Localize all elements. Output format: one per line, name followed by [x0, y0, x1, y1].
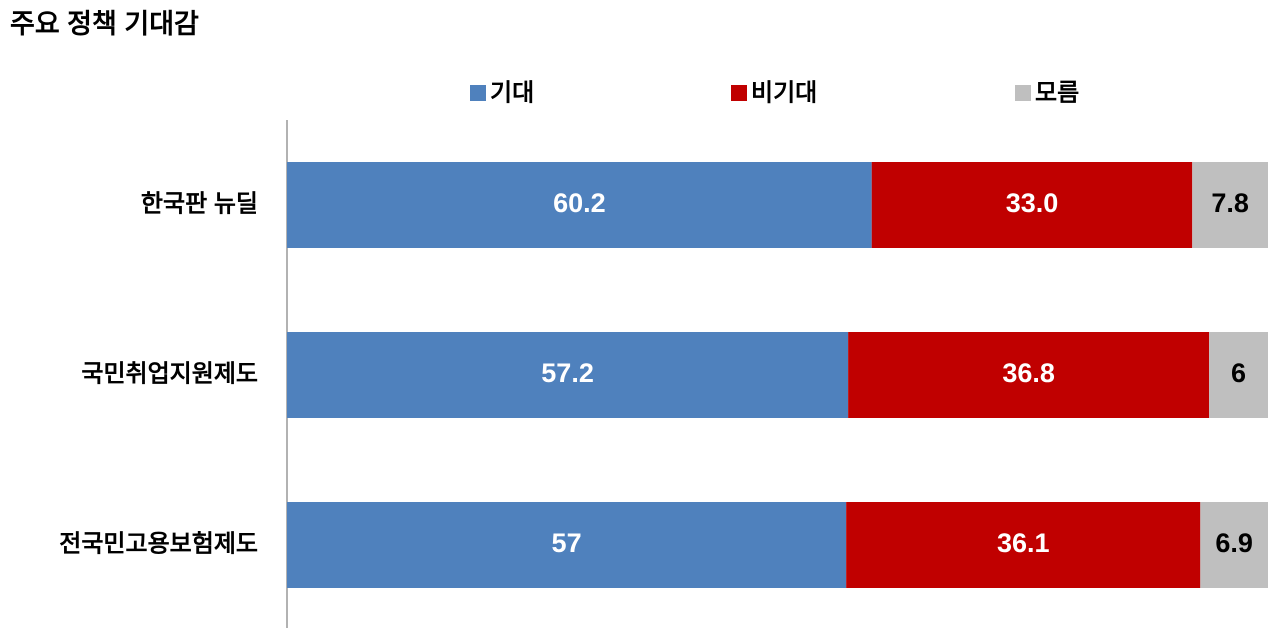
- category-label: 국민취업지원제도: [81, 360, 258, 387]
- legend-swatch: [1015, 85, 1031, 101]
- value-label: 36.8: [1002, 358, 1055, 388]
- legend-swatch: [470, 85, 486, 101]
- chart-title: 주요 정책 기대감: [10, 9, 199, 39]
- value-label: 6: [1231, 358, 1246, 388]
- value-label: 60.2: [553, 188, 606, 218]
- bar-segment: [871, 162, 1193, 248]
- value-label: 57.2: [541, 358, 594, 388]
- value-label: 6.9: [1215, 528, 1253, 558]
- category-label: 전국민고용보험제도: [59, 530, 258, 557]
- legend-label: 기대: [490, 79, 534, 106]
- legend-label: 비기대: [751, 79, 817, 106]
- value-label: 57: [552, 528, 582, 558]
- bar-segment: [846, 502, 1201, 588]
- legend-swatch: [731, 85, 747, 101]
- bar-segment: [848, 332, 1210, 418]
- bar-segment: [287, 502, 847, 588]
- value-label: 7.8: [1211, 188, 1249, 218]
- bar-segment: [287, 332, 849, 418]
- bar-segment: [1192, 162, 1268, 248]
- value-label: 36.1: [997, 528, 1050, 558]
- legend-label: 모름: [1035, 79, 1079, 106]
- bar-segment: [287, 162, 872, 248]
- category-label: 한국판 뉴딜: [141, 190, 258, 217]
- bar-segment: [1200, 502, 1268, 588]
- value-label: 33.0: [1006, 188, 1059, 218]
- bar-segment: [1209, 332, 1268, 418]
